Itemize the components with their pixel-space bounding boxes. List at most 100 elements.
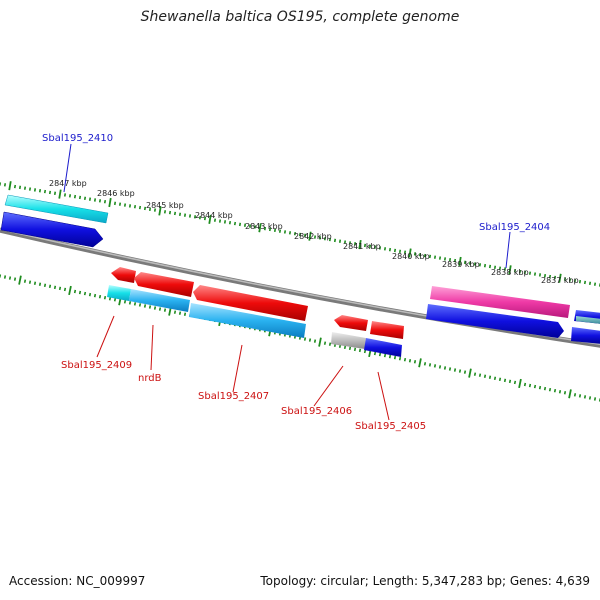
ruler-minor-tick [413, 360, 417, 364]
gene-sbal195-2410[interactable] [0, 194, 109, 248]
ruler-minor-tick [438, 365, 442, 369]
ruler-labels: 2847 kbp 2846 kbp 2845 kbp 2844 kbp 2843… [49, 179, 579, 285]
ruler-minor-tick [83, 291, 87, 296]
leader-nrdb [150, 324, 154, 371]
gene-edge-right[interactable] [571, 310, 600, 344]
ruler-major-tick [68, 285, 72, 296]
ruler-minor-tick [423, 253, 427, 258]
ruler-minor-tick [538, 385, 542, 390]
ruler-minor-tick [548, 274, 552, 279]
ruler-minor-tick [123, 203, 127, 207]
ruler-label: 2844 kbp [195, 211, 233, 220]
ruler-minor-tick [398, 249, 402, 254]
ruler-minor-tick [513, 268, 517, 273]
ruler-minor-tick [73, 289, 77, 294]
ruler-major-tick [58, 189, 62, 199]
ruler-minor-tick [353, 347, 357, 352]
ruler-major-tick [468, 368, 472, 378]
gene-sbal195-2407[interactable] [189, 303, 306, 338]
ruler-minor-tick [463, 260, 467, 264]
gene-label-nrdb[interactable]: nrdB [138, 373, 162, 384]
ruler-minor-tick [178, 311, 182, 315]
ruler-minor-tick [433, 364, 437, 368]
ruler-minor-tick [323, 236, 327, 241]
ruler-minor-tick [123, 300, 127, 304]
map-title: Shewanella baltica OS195, complete genom… [140, 9, 460, 25]
ruler-minor-tick [398, 356, 402, 361]
ruler-minor-tick [138, 303, 142, 307]
ruler-minor-tick [163, 210, 167, 214]
gene-red-long[interactable] [193, 285, 308, 321]
leader-sbal195-2409 [96, 315, 115, 358]
ruler-minor-tick [383, 247, 387, 251]
ruler-minor-tick [523, 382, 527, 387]
gene-red-2[interactable] [134, 272, 194, 297]
ruler-minor-tick [88, 292, 92, 297]
ruler-minor-tick [33, 281, 37, 285]
ruler-minor-tick [443, 257, 447, 261]
gene-label-sbal195-2407[interactable]: Sbal195_2407 [198, 391, 269, 402]
ruler-minor-tick [373, 351, 377, 356]
ruler-major-tick [568, 389, 572, 399]
ruler-minor-tick [338, 239, 342, 243]
ruler-minor-tick [53, 285, 57, 290]
ruler-minor-tick [53, 191, 57, 195]
ruler-minor-tick [578, 394, 582, 398]
ruler-minor-tick [548, 387, 552, 392]
ruler-minor-tick [543, 274, 547, 278]
gene-label-sbal195-2404[interactable]: Sbal195_2404 [479, 222, 550, 233]
ruler-minor-tick [58, 286, 62, 291]
ruler-minor-tick [393, 355, 397, 360]
ruler-minor-tick [508, 379, 512, 384]
gene-label-sbal195-2410[interactable]: Sbal195_2410 [42, 133, 113, 144]
ruler-minor-tick [593, 397, 597, 401]
ruler-minor-tick [243, 223, 247, 227]
ruler-minor-tick [583, 280, 587, 285]
ruler-minor-tick [73, 194, 77, 199]
ruler-minor-tick [133, 302, 137, 306]
ruler-minor-tick [108, 297, 112, 301]
ruler-minor-tick [148, 207, 152, 211]
ruler-major-tick [308, 231, 312, 241]
ruler-minor-tick [573, 393, 577, 397]
ruler-minor-tick [173, 211, 177, 216]
gene-small-red-1[interactable] [111, 267, 136, 283]
ruler-minor-tick [303, 337, 307, 341]
gene-sbal195-2405[interactable] [331, 332, 402, 357]
ruler-minor-tick [128, 301, 132, 305]
ruler-minor-tick [333, 238, 337, 243]
ruler-minor-tick [358, 348, 362, 353]
ruler-major-tick [318, 337, 322, 347]
gene-label-sbal195-2405[interactable]: Sbal195_2405 [355, 421, 426, 432]
gene-sbal195-2404[interactable] [426, 286, 570, 338]
ruler-major-tick [358, 240, 362, 250]
ruler-minor-tick [563, 391, 567, 395]
ruler-minor-tick [488, 375, 492, 379]
ruler-minor-tick [128, 204, 132, 208]
leader-sbal195-2405 [377, 371, 390, 421]
gene-label-sbal195-2409[interactable]: Sbal195_2409 [61, 360, 132, 371]
ruler-minor-tick [78, 195, 82, 200]
ruler-minor-tick [48, 190, 52, 195]
ruler-minor-tick [368, 244, 372, 248]
ruler-major-tick [208, 214, 212, 224]
ruler-minor-tick [188, 214, 192, 218]
ruler-minor-tick [3, 275, 7, 279]
ruler-minor-tick [458, 369, 462, 373]
leader-sbal195-2410 [63, 143, 72, 193]
ruler-minor-tick [28, 280, 32, 284]
ruler-minor-tick [568, 278, 572, 282]
ruler-minor-tick [213, 218, 217, 222]
ruler-label: 2837 kbp [541, 276, 579, 285]
ruler-minor-tick [588, 281, 592, 286]
ruler-minor-tick [583, 395, 587, 399]
ruler-minor-tick [573, 279, 577, 283]
ruler-major-tick [158, 206, 162, 216]
gene-sbal195-2406[interactable] [334, 315, 404, 339]
ruler-major-tick [408, 248, 412, 258]
gene-label-sbal195-2406[interactable]: Sbal195_2406 [281, 406, 352, 417]
gene-sbal195-2409[interactable] [107, 285, 190, 312]
ruler-minor-tick [13, 184, 17, 189]
ruler-minor-tick [193, 215, 197, 219]
